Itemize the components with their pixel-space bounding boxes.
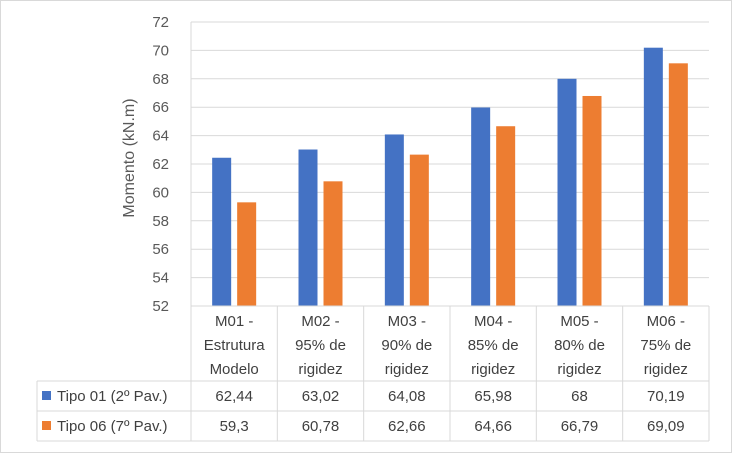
y-tick-label: 62 [152,156,169,173]
category-label: 85% de [468,337,519,354]
bar-1-2 [298,149,318,306]
bar-2-4 [496,126,516,306]
category-label: rigidez [557,361,601,378]
data-label: 68 [571,388,588,405]
category-label: rigidez [385,361,429,378]
y-tick-label: 64 [152,128,169,145]
category-label: M02 - [301,313,339,330]
gridlines [191,21,709,279]
bar-1-4 [471,107,491,306]
data-label: 59,3 [220,418,249,435]
category-label: rigidez [298,361,342,378]
bar-2-2 [323,181,343,306]
series-name: Tipo 06 (7º Pav.) [57,418,168,435]
bar-2-5 [582,95,602,307]
y-tick-label: 66 [152,99,169,116]
category-label: M06 - [647,313,685,330]
legend-key-1 [42,391,51,400]
data-label: 65,98 [474,388,512,405]
category-label: M04 - [474,313,512,330]
y-tick-label: 56 [152,241,169,258]
category-label: 95% de [295,337,346,354]
y-axis-ticks: 52 54 56 58 60 62 64 66 68 70 72 [152,14,169,315]
legend-key-2 [42,421,51,430]
bar-1-1 [212,157,232,306]
series-name: Tipo 01 (2º Pav.) [57,388,168,405]
category-label: Estrutura [204,337,266,354]
category-label: M05 - [560,313,598,330]
bar-1-6 [643,47,663,307]
data-table: M01 - Estrutura Modelo M02 - 95% de rigidez M0… [36,22,710,442]
y-tick-label: 52 [152,298,169,315]
category-label: 90% de [381,337,432,354]
y-tick-label: 70 [152,42,169,59]
bars [212,47,688,307]
bar-2-3 [409,154,429,306]
y-tick-label: 58 [152,213,169,230]
data-label: 64,08 [388,388,426,405]
bar-1-5 [557,78,577,306]
y-tick-label: 68 [152,71,169,88]
y-tick-label: 54 [152,270,169,287]
category-label: rigidez [471,361,515,378]
data-label: 60,78 [302,418,340,435]
category-label: M01 - [215,313,253,330]
data-label: 63,02 [302,388,340,405]
bar-2-6 [668,63,688,307]
category-label: 75% de [640,337,691,354]
category-label: 80% de [554,337,605,354]
y-tick-label: 72 [152,14,169,31]
data-label: 66,79 [561,418,599,435]
data-label: 64,66 [474,418,512,435]
data-label: 70,19 [647,388,685,405]
data-label: 62,44 [215,388,253,405]
category-label: rigidez [644,361,688,378]
data-label: 62,66 [388,418,426,435]
bar-1-3 [384,134,404,306]
bar-2-1 [237,202,257,306]
category-label: Modelo [210,361,259,378]
y-tick-label: 60 [152,184,169,201]
y-axis-title: Momento (kN.m) [121,98,138,217]
category-label: M03 - [388,313,426,330]
data-label: 69,09 [647,418,685,435]
